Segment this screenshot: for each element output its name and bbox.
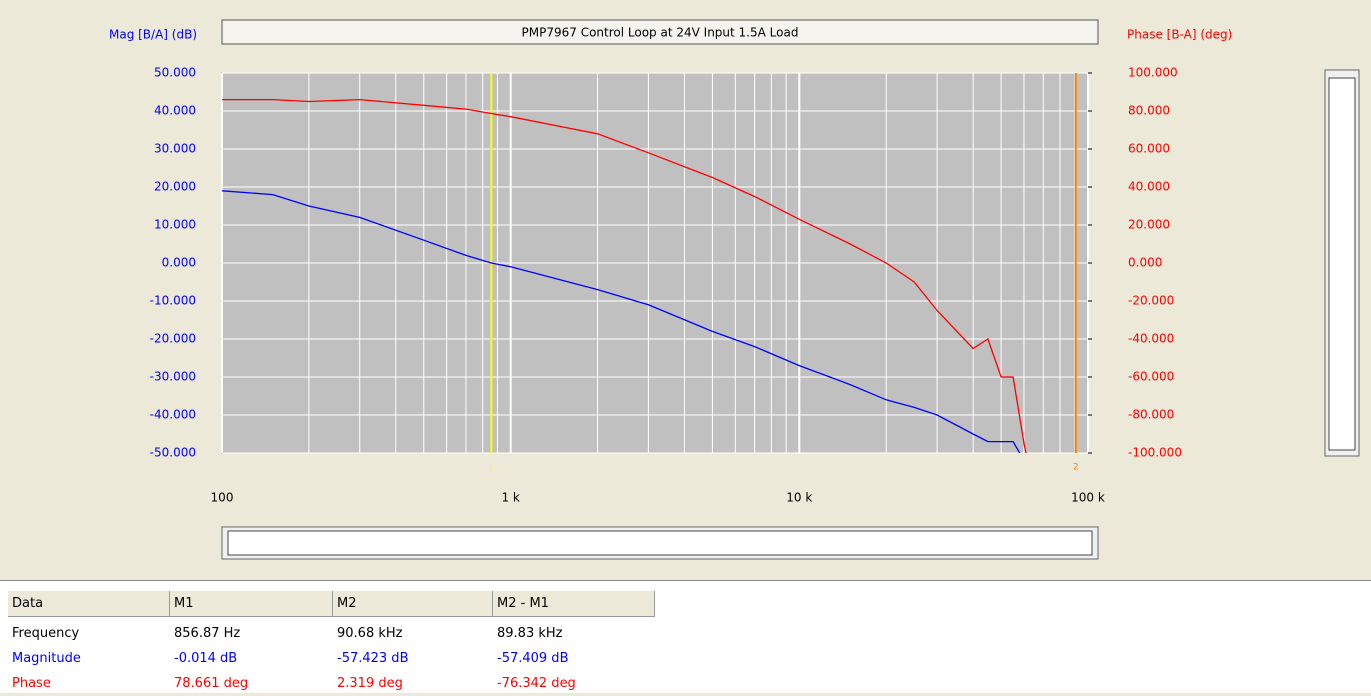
table-cell: 856.87 Hz (174, 626, 241, 641)
y2-tick-label: 40.000 (1128, 180, 1170, 194)
table-cell: 78.661 deg (174, 676, 249, 691)
y2-tick-label: 0.000 (1128, 256, 1162, 270)
table-cell: Frequency (12, 626, 80, 641)
y-tick-label: -30.000 (150, 370, 196, 384)
table-cell: -57.423 dB (337, 651, 409, 666)
y-tick-label: -20.000 (150, 332, 196, 346)
column-header: M1 (170, 591, 333, 617)
table-cell: 90.68 kHz (337, 626, 403, 641)
y2-tick-label: 60.000 (1128, 142, 1170, 156)
y2-tick-label: -40.000 (1128, 332, 1174, 346)
table-cell: 2.319 deg (337, 676, 403, 691)
table-cell: Magnitude (12, 651, 81, 666)
scroll-thumb[interactable] (1328, 77, 1356, 451)
y-tick-label: 50.000 (154, 66, 196, 80)
series-line (222, 98, 1027, 453)
column-header: M2 (333, 591, 493, 617)
table-cell: Phase (12, 676, 51, 691)
column-header: Data (8, 591, 170, 617)
y2-tick-label: 20.000 (1128, 218, 1170, 232)
y-tick-label: 10.000 (154, 218, 196, 232)
marker-table: Data M1 M2 M2 - M1 Frequency 856.87 Hz 90.68 k… (0, 580, 1371, 693)
table-cell: -0.014 dB (174, 651, 238, 666)
y-tick-label: 30.000 (154, 142, 196, 156)
table-cell: 89.83 kHz (497, 626, 563, 641)
y2-tick-label: -60.000 (1128, 370, 1174, 384)
series-line (222, 190, 1021, 453)
marker-label: 1 (488, 463, 494, 473)
table-cell: -57.409 dB (497, 651, 569, 666)
column-header: M2 - M1 (493, 591, 655, 617)
y-tick-label: 0.000 (162, 256, 196, 270)
x-tick-label: 100 (211, 491, 234, 505)
marker-label: 2 (1073, 463, 1079, 473)
y2-axis-label: Phase [B-A] (deg) (1127, 28, 1232, 42)
x-tick-label: 10 k (786, 491, 812, 505)
y2-tick-label: 80.000 (1128, 104, 1170, 118)
x-tick-label: 1 k (501, 491, 519, 505)
x-tick-label: 100 k (1071, 491, 1105, 505)
y-tick-label: -40.000 (150, 408, 196, 422)
chart-title: PMP7967 Control Loop at 24V Input 1.5A L… (522, 26, 799, 40)
y-tick-label: 20.000 (154, 180, 196, 194)
y2-tick-label: -100.000 (1128, 446, 1182, 460)
table-cell: -76.342 deg (497, 676, 576, 691)
y2-tick-label: -20.000 (1128, 294, 1174, 308)
y-tick-label: -50.000 (150, 446, 196, 460)
y-tick-label: -10.000 (150, 294, 196, 308)
y-tick-label: 40.000 (154, 104, 196, 118)
y2-tick-label: 100.000 (1128, 66, 1178, 80)
title-box (221, 19, 1099, 45)
chart: PMP7967 Control Loop at 24V Input 1.5A L… (109, 19, 1360, 560)
scroll-thumb[interactable] (227, 530, 1093, 556)
y2-tick-label: -80.000 (1128, 408, 1174, 422)
grid (221, 72, 1089, 454)
y-axis-label: Mag [B/A] (dB) (109, 28, 197, 42)
